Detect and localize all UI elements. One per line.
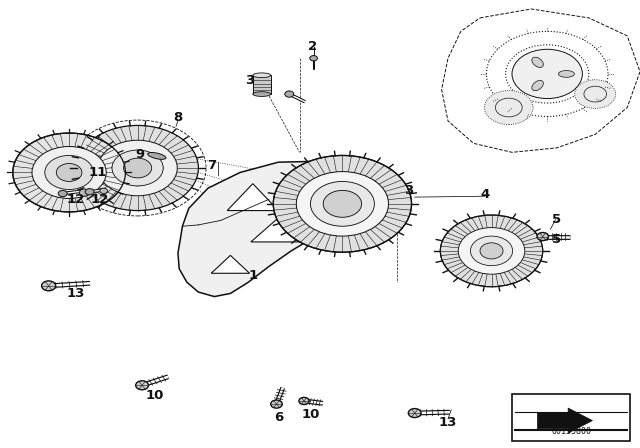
Text: 8: 8	[173, 111, 182, 124]
Ellipse shape	[68, 157, 79, 169]
Text: 10: 10	[146, 388, 164, 402]
Text: 10: 10	[301, 408, 319, 421]
Circle shape	[537, 233, 548, 241]
Polygon shape	[211, 255, 250, 273]
Circle shape	[299, 397, 309, 405]
Circle shape	[512, 49, 582, 99]
Circle shape	[408, 409, 421, 418]
Text: 5: 5	[552, 233, 561, 246]
Circle shape	[45, 155, 93, 190]
Ellipse shape	[144, 164, 163, 172]
Polygon shape	[227, 184, 278, 211]
Circle shape	[310, 181, 374, 226]
Text: 6: 6	[274, 411, 283, 424]
Circle shape	[42, 281, 56, 291]
Ellipse shape	[532, 81, 543, 90]
Ellipse shape	[148, 152, 166, 159]
Text: 3: 3	[404, 184, 413, 197]
Text: 7: 7	[207, 159, 216, 172]
Text: 2: 2	[308, 39, 317, 53]
Ellipse shape	[68, 176, 79, 188]
Ellipse shape	[532, 57, 543, 67]
Ellipse shape	[253, 73, 271, 78]
Circle shape	[136, 381, 148, 390]
Text: 12: 12	[67, 193, 84, 206]
Circle shape	[32, 146, 106, 198]
Circle shape	[124, 158, 152, 178]
Ellipse shape	[253, 92, 271, 96]
Circle shape	[85, 189, 94, 195]
Text: 13: 13	[439, 415, 457, 429]
Circle shape	[310, 56, 317, 61]
Text: 4: 4	[481, 188, 490, 202]
Text: 13: 13	[67, 287, 84, 300]
Ellipse shape	[131, 172, 144, 186]
Text: 00135800: 00135800	[551, 427, 591, 436]
Polygon shape	[178, 161, 365, 297]
Ellipse shape	[112, 164, 131, 172]
Circle shape	[470, 236, 513, 266]
Circle shape	[458, 228, 525, 274]
Circle shape	[79, 189, 90, 196]
Text: 3: 3	[543, 415, 552, 429]
Bar	[253, 75, 271, 94]
Ellipse shape	[50, 162, 65, 172]
Circle shape	[480, 243, 503, 259]
Text: 5: 5	[552, 213, 561, 226]
Circle shape	[98, 140, 177, 196]
Circle shape	[77, 125, 198, 211]
Circle shape	[100, 188, 108, 194]
Circle shape	[323, 190, 362, 217]
Circle shape	[296, 172, 388, 236]
Text: 9: 9	[135, 148, 144, 161]
Circle shape	[271, 400, 282, 408]
Circle shape	[285, 91, 294, 97]
Text: 12: 12	[90, 193, 108, 206]
Ellipse shape	[558, 71, 575, 78]
Circle shape	[484, 90, 533, 125]
Polygon shape	[251, 220, 302, 242]
Circle shape	[13, 133, 125, 212]
Ellipse shape	[50, 173, 65, 183]
Bar	[512, 394, 630, 441]
Text: 11: 11	[88, 166, 106, 179]
Circle shape	[273, 155, 412, 252]
Circle shape	[58, 190, 67, 197]
Ellipse shape	[74, 169, 92, 176]
Text: 3: 3	[245, 74, 254, 87]
Ellipse shape	[131, 150, 144, 164]
Circle shape	[440, 215, 543, 287]
Circle shape	[112, 150, 163, 186]
Polygon shape	[538, 408, 593, 433]
Text: 1: 1	[248, 269, 257, 282]
Circle shape	[575, 80, 616, 108]
Circle shape	[56, 164, 82, 181]
